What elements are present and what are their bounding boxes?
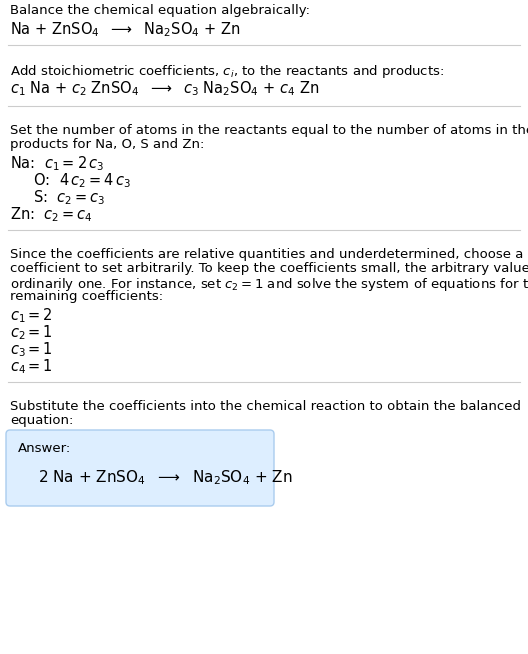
Text: Substitute the coefficients into the chemical reaction to obtain the balanced: Substitute the coefficients into the che… (10, 400, 521, 413)
Text: remaining coefficients:: remaining coefficients: (10, 290, 163, 303)
Text: equation:: equation: (10, 414, 73, 427)
Text: $c_2 = 1$: $c_2 = 1$ (10, 323, 53, 341)
Text: Set the number of atoms in the reactants equal to the number of atoms in the: Set the number of atoms in the reactants… (10, 124, 528, 137)
FancyBboxPatch shape (6, 430, 274, 506)
Text: $c_1 = 2$: $c_1 = 2$ (10, 306, 53, 324)
Text: Balance the chemical equation algebraically:: Balance the chemical equation algebraica… (10, 4, 310, 17)
Text: Since the coefficients are relative quantities and underdetermined, choose a: Since the coefficients are relative quan… (10, 248, 523, 261)
Text: $c_1$ Na + $c_2$ ZnSO$_4$  $\longrightarrow$  $c_3$ Na$_2$SO$_4$ + $c_4$ Zn: $c_1$ Na + $c_2$ ZnSO$_4$ $\longrightarr… (10, 79, 319, 97)
Text: Na:  $c_1 = 2\,c_3$: Na: $c_1 = 2\,c_3$ (10, 154, 105, 173)
Text: S:  $c_2 = c_3$: S: $c_2 = c_3$ (24, 188, 106, 207)
Text: coefficient to set arbitrarily. To keep the coefficients small, the arbitrary va: coefficient to set arbitrarily. To keep … (10, 262, 528, 275)
Text: Add stoichiometric coefficients, $c_i$, to the reactants and products:: Add stoichiometric coefficients, $c_i$, … (10, 63, 444, 80)
Text: $c_4 = 1$: $c_4 = 1$ (10, 357, 53, 375)
Text: Answer:: Answer: (18, 442, 71, 455)
Text: products for Na, O, S and Zn:: products for Na, O, S and Zn: (10, 138, 204, 151)
Text: Na + ZnSO$_4$  $\longrightarrow$  Na$_2$SO$_4$ + Zn: Na + ZnSO$_4$ $\longrightarrow$ Na$_2$SO… (10, 20, 241, 39)
Text: O:  $4\,c_2 = 4\,c_3$: O: $4\,c_2 = 4\,c_3$ (24, 171, 131, 190)
Text: $c_3 = 1$: $c_3 = 1$ (10, 340, 53, 358)
Text: 2 Na + ZnSO$_4$  $\longrightarrow$  Na$_2$SO$_4$ + Zn: 2 Na + ZnSO$_4$ $\longrightarrow$ Na$_2$… (38, 468, 293, 487)
Text: Zn:  $c_2 = c_4$: Zn: $c_2 = c_4$ (10, 205, 92, 224)
Text: ordinarily one. For instance, set $c_2 = 1$ and solve the system of equations fo: ordinarily one. For instance, set $c_2 =… (10, 276, 528, 293)
